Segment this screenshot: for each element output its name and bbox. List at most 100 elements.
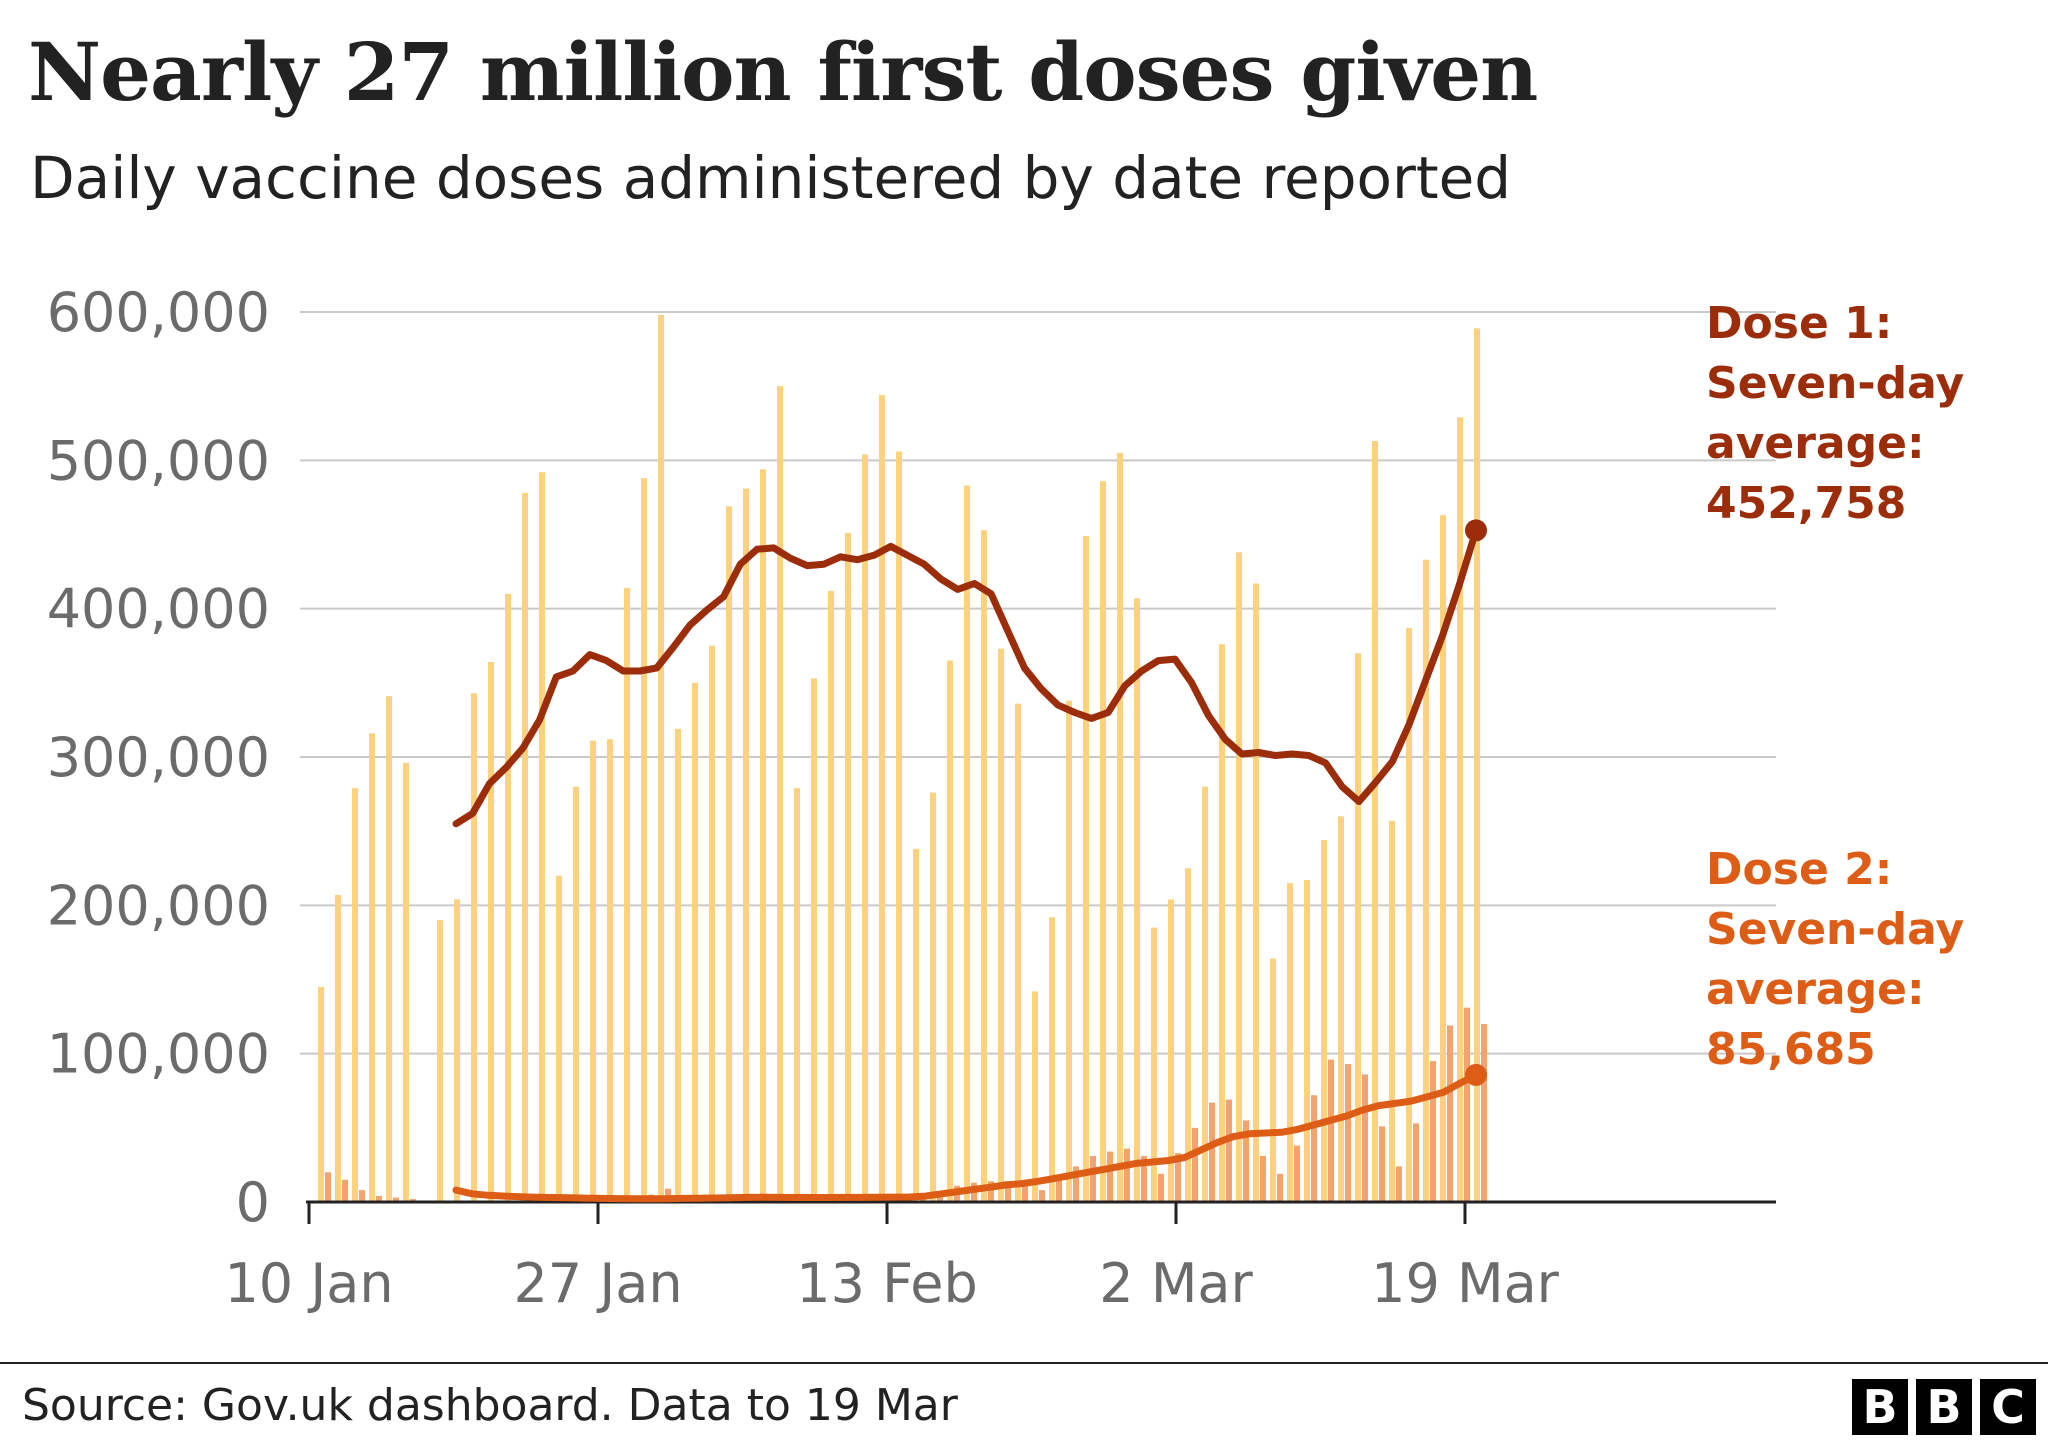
dose2-bar (1226, 1099, 1232, 1202)
dose1-bar (862, 454, 868, 1202)
dose1-bar (607, 739, 613, 1202)
dose2-bar (1362, 1074, 1368, 1202)
dose2-bar (1073, 1166, 1079, 1202)
dose1-bar (1168, 899, 1174, 1202)
dose1-annotation: Dose 1: Seven-day average: 452,758 (1706, 298, 1979, 529)
dose1-bar (641, 478, 647, 1203)
dose2-average-end-point (1465, 1063, 1487, 1086)
dose1-bar (879, 395, 885, 1203)
dose1-bar (437, 920, 443, 1202)
dose2-bar (325, 1172, 331, 1202)
dose1-bar (913, 848, 919, 1202)
dose2-bar (376, 1196, 382, 1202)
dose2-bar (1328, 1059, 1334, 1202)
footer-divider (0, 1362, 2048, 1364)
dose2-bar (1277, 1173, 1283, 1202)
y-tick-label: 200,000 (47, 874, 270, 937)
y-tick-label: 400,000 (47, 578, 270, 641)
bbc-logo: B B C (1852, 1379, 2036, 1435)
dose2-bar (1379, 1126, 1385, 1202)
dose1-bar (709, 645, 715, 1202)
dose2-bar (1192, 1127, 1198, 1202)
dose1-bar (828, 590, 834, 1202)
dose1-bar (726, 506, 732, 1203)
dose1-bar (386, 696, 392, 1202)
dose1-bar (675, 728, 681, 1202)
dose2-annotation-line: Dose 2: (1706, 844, 1892, 895)
dose1-bar (590, 740, 596, 1202)
dose2-bar (1158, 1173, 1164, 1202)
dose1-average-end-point (1465, 519, 1487, 542)
dose1-bar (692, 682, 698, 1202)
dose1-bar (1066, 700, 1072, 1202)
dose1-bar (539, 472, 545, 1202)
dose1-bar (1049, 917, 1055, 1202)
dose2-bar (1464, 1007, 1470, 1202)
dose1-bar (1389, 820, 1395, 1202)
dose2-bar (1243, 1120, 1249, 1202)
dose1-bar (947, 660, 953, 1202)
y-axis-tick-labels: 0 100,000 200,000 300,000 400,000 500,000 600,… (47, 281, 270, 1234)
dose1-bar (1219, 644, 1225, 1202)
x-tick-label: 2 Mar (1099, 1252, 1253, 1315)
x-tick-label: 27 Jan (513, 1252, 682, 1315)
dose2-bar (393, 1197, 399, 1202)
dose2-bar (1345, 1064, 1351, 1202)
dose1-bar (1185, 868, 1191, 1202)
dose2-bar (1005, 1181, 1011, 1202)
dose2-bar (1430, 1061, 1436, 1202)
dose2-bar (1294, 1145, 1300, 1202)
chart-subtitle: Daily vaccine doses administered by date… (30, 144, 1512, 212)
bbc-logo-block: B (1852, 1379, 1908, 1435)
source-note: Source: Gov.uk dashboard. Data to 19 Mar (22, 1380, 958, 1431)
dose2-average-line (452, 1071, 1480, 1203)
dose1-bar (1015, 703, 1021, 1202)
dose2-bar (1481, 1024, 1487, 1202)
dose1-bar (1321, 840, 1327, 1202)
dose1-bar (964, 485, 970, 1202)
dose1-bar (505, 593, 511, 1202)
dose1-bar (335, 894, 341, 1202)
dose1-bar (1032, 991, 1038, 1202)
dose1-bar (981, 530, 987, 1202)
dose2-bar (1056, 1179, 1062, 1202)
x-tick-label: 13 Feb (796, 1252, 978, 1315)
dose1-bar (1151, 927, 1157, 1202)
average-lines (452, 519, 1487, 1203)
dose1-bar (1100, 481, 1106, 1203)
bbc-logo-block: B (1916, 1379, 1972, 1435)
dose1-bar (1202, 786, 1208, 1202)
dose1-bar (794, 788, 800, 1202)
chart-title: Nearly 27 million first doses given (28, 25, 1538, 119)
dose1-bar (1253, 583, 1259, 1202)
dose1-bar (1236, 552, 1242, 1202)
dose1-annotation-line: Seven-day (1706, 358, 1964, 409)
y-tick-label: 500,000 (47, 429, 270, 492)
dose1-bar (1457, 417, 1463, 1203)
dose2-bar (1141, 1156, 1147, 1202)
dose1-bar (777, 386, 783, 1203)
dose1-bar (352, 788, 358, 1202)
dose2-bar (1209, 1102, 1215, 1202)
dose1-bar (930, 792, 936, 1202)
dose1-bar (1338, 816, 1344, 1202)
dose1-annotation-line: average: (1706, 418, 1925, 469)
dose1-annotation-line: Dose 1: (1706, 298, 1892, 349)
dose1-bars (318, 314, 1480, 1203)
dose2-bar (1413, 1123, 1419, 1202)
y-tick-label: 0 (236, 1171, 270, 1234)
dose1-bar (488, 662, 494, 1202)
dose1-bar (1423, 559, 1429, 1202)
dose2-bar (1396, 1166, 1402, 1202)
dose2-bar (1022, 1182, 1028, 1202)
dose1-bar (1372, 441, 1378, 1202)
dose2-bar (359, 1190, 365, 1202)
dose1-bar (624, 587, 630, 1202)
dose1-annotation-value: 452,758 (1706, 478, 1906, 529)
dose1-bar (658, 314, 664, 1202)
dose2-bar (1039, 1190, 1045, 1202)
dose1-bar (743, 488, 749, 1202)
dose2-bar (988, 1181, 994, 1202)
dose1-bar (1406, 627, 1412, 1202)
dose1-bar (1270, 958, 1276, 1202)
